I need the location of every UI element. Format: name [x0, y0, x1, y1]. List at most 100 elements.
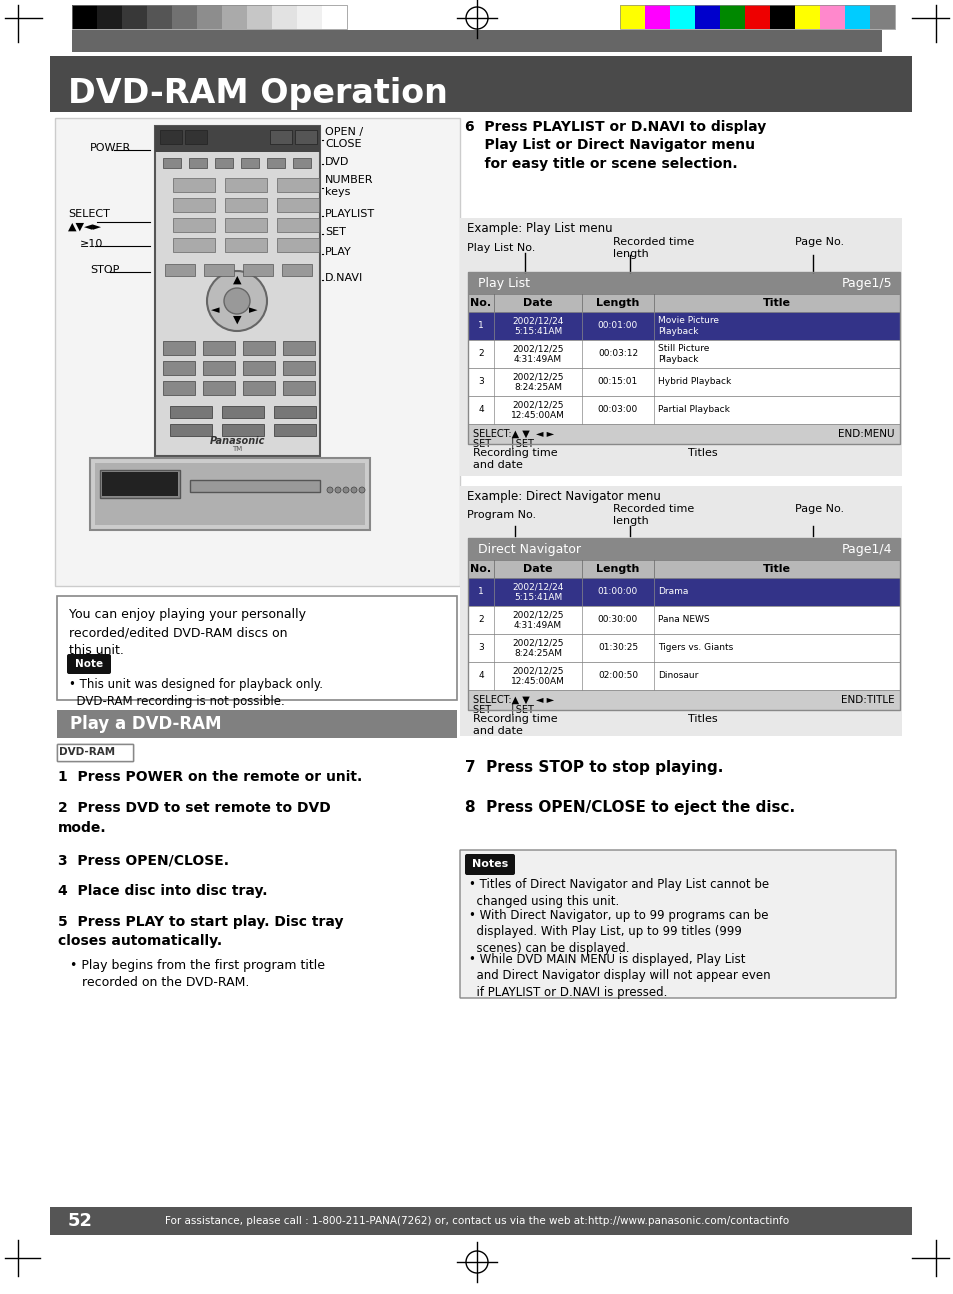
Bar: [720, 5, 744, 28]
Bar: [102, 472, 178, 496]
Text: Recording time
and date: Recording time and date: [473, 448, 558, 471]
Bar: [276, 198, 318, 212]
Bar: [147, 5, 172, 28]
Bar: [172, 217, 214, 232]
Bar: [69, 656, 109, 672]
Text: 01:00:00: 01:00:00: [598, 587, 638, 597]
Bar: [170, 424, 212, 436]
Text: • This unit was designed for playback only.
  DVD-RAM recording is not possible.: • This unit was designed for playback on…: [69, 678, 323, 708]
Text: 00:01:00: 00:01:00: [598, 321, 638, 330]
Text: 2: 2: [477, 349, 483, 358]
Text: Dinosaur: Dinosaur: [658, 672, 698, 681]
Text: Direct Navigator: Direct Navigator: [477, 542, 580, 555]
Text: Note: Note: [75, 659, 103, 669]
Bar: [160, 129, 182, 144]
Circle shape: [343, 487, 349, 493]
Text: 2002/12/25
8:24:25AM: 2002/12/25 8:24:25AM: [512, 638, 563, 657]
Bar: [270, 129, 292, 144]
Text: Length: Length: [596, 564, 639, 575]
Text: Still Picture
Playback: Still Picture Playback: [658, 344, 709, 364]
Text: PLAYLIST: PLAYLIST: [325, 210, 375, 219]
Bar: [71, 5, 347, 28]
Bar: [283, 380, 314, 395]
Bar: [468, 367, 899, 396]
Text: 3: 3: [477, 378, 483, 387]
Text: DVD: DVD: [325, 157, 349, 167]
Text: • While DVD MAIN MENU is displayed, Play List
  and Direct Navigator display wil: • While DVD MAIN MENU is displayed, Play…: [469, 952, 770, 999]
Bar: [170, 406, 212, 418]
Bar: [869, 5, 894, 28]
Text: Title: Title: [762, 298, 790, 308]
Bar: [695, 5, 720, 28]
Text: OPEN /
CLOSE: OPEN / CLOSE: [325, 127, 363, 149]
Text: 1: 1: [477, 587, 483, 597]
Text: Pana NEWS: Pana NEWS: [658, 616, 709, 625]
Text: 02:00:50: 02:00:50: [598, 672, 638, 681]
Text: Hybrid Playback: Hybrid Playback: [658, 378, 731, 387]
Text: 5  Press PLAY to start play. Disc tray
closes automatically.: 5 Press PLAY to start play. Disc tray cl…: [58, 915, 343, 949]
Bar: [241, 158, 258, 168]
Bar: [225, 179, 267, 192]
Text: Play List No.: Play List No.: [467, 243, 535, 254]
Bar: [222, 424, 264, 436]
Bar: [274, 406, 315, 418]
FancyBboxPatch shape: [67, 653, 111, 674]
Text: 1: 1: [477, 321, 483, 330]
Bar: [468, 294, 899, 312]
Text: 1  Press POWER on the remote or unit.: 1 Press POWER on the remote or unit.: [58, 770, 362, 784]
Bar: [619, 5, 894, 28]
Bar: [293, 158, 311, 168]
Text: Recording time
and date: Recording time and date: [473, 714, 558, 736]
Text: END:MENU: END:MENU: [838, 430, 894, 439]
Text: STOP: STOP: [90, 265, 119, 276]
Bar: [90, 458, 370, 531]
Text: 2002/12/25
4:31:49AM: 2002/12/25 4:31:49AM: [512, 611, 563, 630]
Text: Example: Direct Navigator menu: Example: Direct Navigator menu: [467, 490, 660, 503]
Bar: [276, 179, 318, 192]
Bar: [154, 126, 319, 455]
Bar: [172, 5, 196, 28]
Text: DVD-RAM: DVD-RAM: [59, 747, 115, 757]
FancyBboxPatch shape: [464, 854, 515, 875]
Bar: [468, 272, 899, 294]
Text: 7  Press STOP to stop playing.: 7 Press STOP to stop playing.: [464, 760, 722, 775]
Bar: [57, 744, 132, 761]
Bar: [203, 380, 234, 395]
Bar: [468, 272, 899, 444]
Text: SET      │SET: SET │SET: [473, 703, 534, 714]
Bar: [296, 5, 322, 28]
Bar: [282, 264, 312, 276]
Bar: [294, 129, 316, 144]
Text: 2: 2: [477, 616, 483, 625]
Bar: [844, 5, 869, 28]
FancyBboxPatch shape: [459, 850, 895, 998]
Bar: [468, 340, 899, 367]
Bar: [189, 158, 207, 168]
Text: Length: Length: [596, 298, 639, 308]
Bar: [203, 342, 234, 355]
Bar: [172, 179, 214, 192]
Bar: [95, 463, 365, 525]
Text: D.NAVI: D.NAVI: [325, 273, 363, 283]
Bar: [468, 538, 899, 560]
Text: Example: Play List menu: Example: Play List menu: [467, 223, 612, 236]
Text: Page No.: Page No.: [794, 503, 843, 514]
Text: Page1/5: Page1/5: [841, 277, 891, 290]
Bar: [468, 560, 899, 578]
Bar: [794, 5, 820, 28]
Bar: [50, 1207, 911, 1234]
Text: NUMBER
keys: NUMBER keys: [325, 175, 374, 197]
Bar: [272, 5, 296, 28]
Text: 8  Press OPEN/CLOSE to eject the disc.: 8 Press OPEN/CLOSE to eject the disc.: [464, 800, 794, 815]
Bar: [172, 198, 214, 212]
Text: END:TITLE: END:TITLE: [841, 695, 894, 705]
Text: Tigers vs. Giants: Tigers vs. Giants: [658, 643, 733, 652]
Text: For assistance, please call : 1-800-211-PANA(7262) or, contact us via the web at: For assistance, please call : 1-800-211-…: [165, 1216, 788, 1225]
Bar: [163, 361, 194, 375]
Bar: [100, 470, 180, 498]
Bar: [165, 264, 194, 276]
Text: SELECT:▲ ▼  ◄ ►: SELECT:▲ ▼ ◄ ►: [473, 430, 554, 439]
Bar: [57, 597, 456, 700]
Bar: [468, 424, 899, 444]
Text: 3  Press OPEN/CLOSE.: 3 Press OPEN/CLOSE.: [58, 853, 229, 867]
